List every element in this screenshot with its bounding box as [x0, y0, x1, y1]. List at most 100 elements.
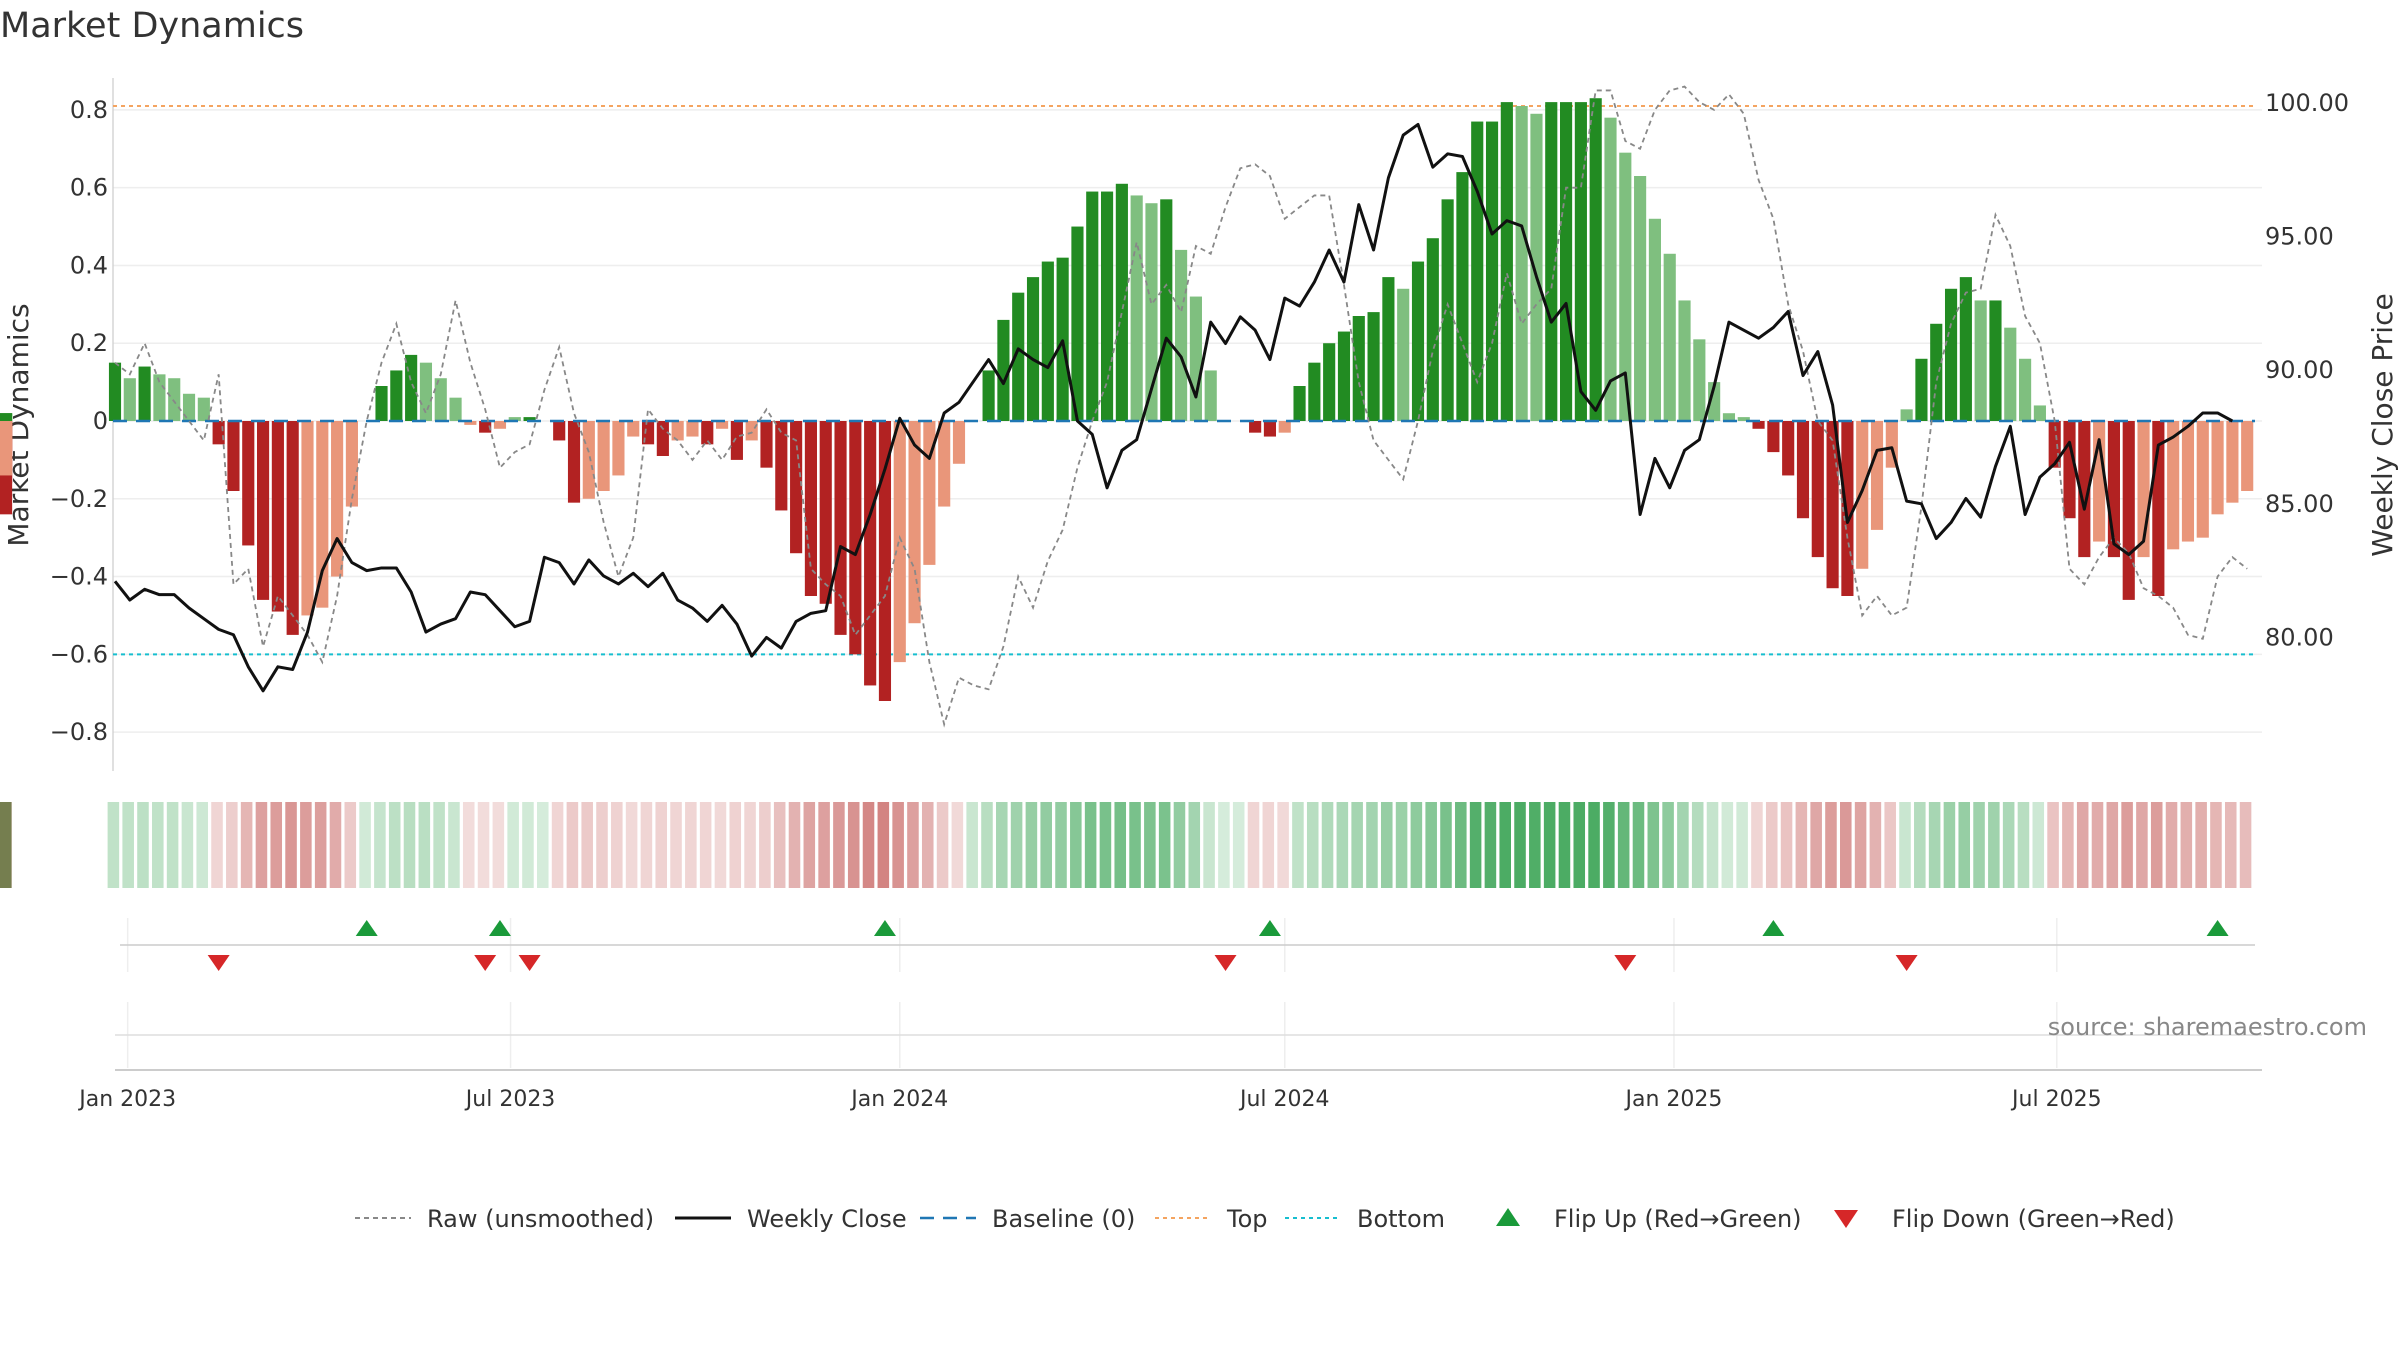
dynamics-bar — [2019, 358, 2032, 421]
dynamics-bar — [1545, 102, 1558, 421]
left-tick-label: −0.6 — [50, 640, 108, 668]
signal-cell — [2150, 802, 2163, 888]
dynamics-bar — [286, 421, 299, 635]
dynamics-bar — [212, 421, 225, 445]
right-tick-label: 85.00 — [2265, 490, 2334, 518]
signal-cell — [2121, 802, 2133, 888]
signal-cell — [1973, 802, 1985, 888]
dynamics-bar — [1663, 253, 1676, 421]
signal-cell — [1055, 802, 1067, 888]
dynamics-bar — [2226, 421, 2239, 503]
dynamics-bar — [671, 421, 684, 441]
signal-cell — [374, 802, 386, 888]
dynamics-bar — [716, 421, 729, 429]
signal-cell — [462, 802, 475, 888]
dynamics-bar — [1796, 421, 1810, 519]
dynamics-bar — [612, 421, 625, 476]
signal-cell — [2091, 802, 2104, 888]
dynamics-bar — [1041, 261, 1054, 421]
flip-down-marker — [207, 955, 230, 971]
signal-cell — [1025, 802, 1038, 888]
dynamics-bar — [1619, 152, 1632, 421]
dynamics-bar — [997, 319, 1010, 421]
dynamics-bar — [819, 421, 832, 604]
legend: Raw (unsmoothed) Weekly Close Baseline (0)… — [355, 1205, 2175, 1233]
right-tick-label: 90.00 — [2265, 356, 2334, 384]
signal-cell — [107, 802, 120, 888]
signal-cell — [2195, 802, 2207, 888]
signal-cell — [833, 802, 845, 888]
dynamics-bar — [2181, 421, 2195, 542]
signal-cell — [1114, 802, 1127, 888]
signal-cell — [551, 802, 564, 888]
signal-cell — [314, 802, 327, 888]
signal-cell — [759, 802, 771, 888]
dynamics-bar — [1352, 316, 1365, 421]
dynamics-bar — [1959, 277, 1972, 421]
dynamics-bar — [804, 421, 817, 596]
flip-down-marker — [518, 955, 541, 971]
dynamics-bar — [271, 421, 284, 612]
dynamics-bar — [227, 421, 240, 491]
signal-cell — [1158, 802, 1171, 888]
dynamics-bar — [1115, 183, 1128, 421]
signal-cell — [270, 802, 283, 888]
signal-cell — [2032, 802, 2045, 888]
dynamics-bar — [1056, 257, 1069, 421]
signal-cell — [403, 802, 416, 888]
dynamics-bar — [1204, 370, 1217, 421]
dynamics-bar — [1382, 277, 1395, 421]
signal-cell — [566, 802, 579, 888]
dynamics-bar — [2211, 421, 2224, 515]
flip-down-marker — [1214, 955, 1237, 971]
signal-cell — [1469, 802, 1482, 888]
signal-cell — [1292, 802, 1304, 888]
dynamics-bar — [1604, 117, 1617, 422]
dynamics-bar — [1426, 238, 1439, 421]
dynamics-bar — [2063, 421, 2076, 519]
signal-cell — [788, 802, 801, 888]
signal-cell — [0, 802, 12, 888]
dynamics-bar — [1589, 98, 1602, 421]
signal-cell — [152, 802, 164, 888]
signal-strip — [0, 802, 2252, 888]
signal-cell — [1144, 802, 1156, 888]
dynamics-bar — [2078, 421, 2091, 558]
dynamics-bar — [0, 421, 13, 449]
flip-up-marker — [488, 920, 511, 936]
dynamics-bar — [1767, 421, 1780, 453]
dynamics-bar — [849, 421, 862, 655]
signal-cell — [0, 802, 12, 888]
signal-cell — [2224, 802, 2237, 888]
dynamics-bar — [1012, 292, 1025, 421]
signal-cell — [1958, 802, 1971, 888]
signal-cell — [522, 802, 534, 888]
dynamics-bar — [123, 378, 136, 421]
dynamics-bar — [1693, 339, 1706, 421]
signal-cell — [433, 802, 445, 888]
signal-cell — [2210, 802, 2222, 888]
dynamics-bar — [1648, 218, 1661, 421]
signal-cell — [1099, 802, 1112, 888]
dynamics-bar — [523, 417, 536, 421]
signal-cell — [1262, 802, 1275, 888]
signal-cell — [536, 802, 549, 888]
signal-cell — [285, 802, 297, 888]
signal-cell — [1943, 802, 1956, 888]
flip-down-marker — [474, 955, 497, 971]
signal-cell — [1721, 802, 1734, 888]
signal-cell — [448, 802, 460, 888]
dynamics-bar — [1634, 176, 1647, 421]
signal-cell — [0, 802, 12, 888]
legend-label: Raw (unsmoothed) — [427, 1205, 654, 1233]
x-tick-label: Jul 2023 — [464, 1087, 556, 1112]
dynamics-bar — [952, 421, 966, 464]
signal-cell — [359, 802, 371, 888]
dynamics-bar — [1811, 421, 1824, 558]
dynamics-bar — [1071, 226, 1084, 421]
signal-cell — [0, 802, 12, 888]
signal-cell — [1247, 802, 1260, 888]
dynamics-bar — [2196, 421, 2209, 538]
